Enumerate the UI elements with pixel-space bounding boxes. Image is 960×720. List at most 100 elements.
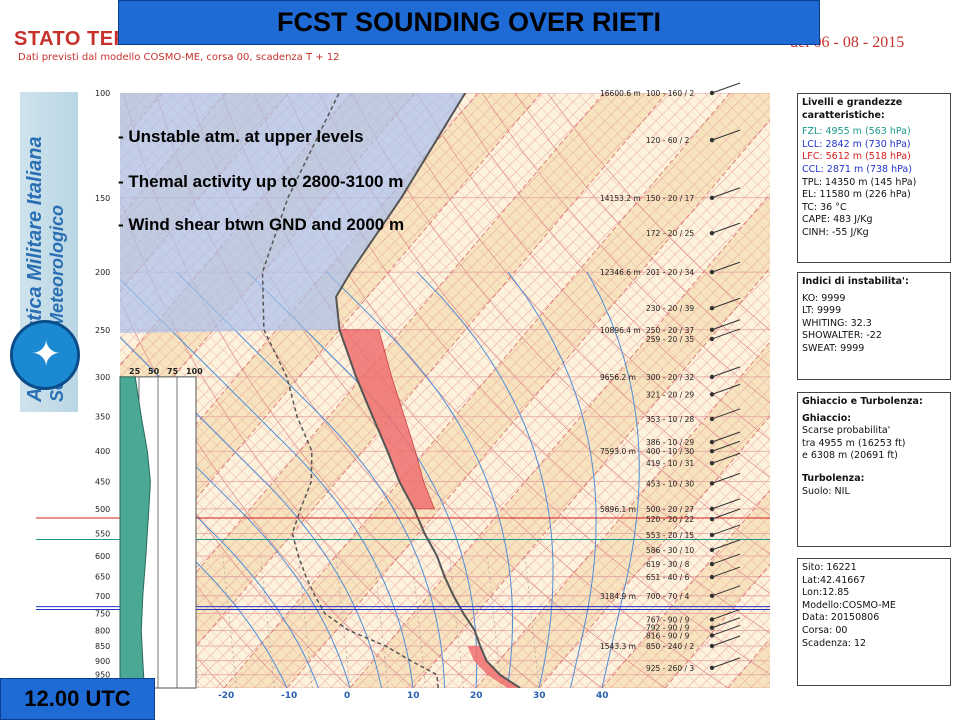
isotherm-line xyxy=(0,93,100,688)
dry-adiabat-line xyxy=(481,93,770,404)
wind-label: 230 - 20 / 39 xyxy=(646,304,694,313)
dry-adiabat-line xyxy=(547,93,770,331)
isotherm-line xyxy=(349,193,770,688)
title-banner: FCST SOUNDING OVER RIETI xyxy=(118,0,820,45)
moist-adiabat-line xyxy=(176,271,445,688)
wind-barb-staff xyxy=(711,297,741,309)
moist-adiabat-line xyxy=(120,439,319,688)
pressure-tick-label: 500 xyxy=(95,505,110,514)
humidity-scale-label: 75 xyxy=(167,367,179,376)
wind-barb-staff xyxy=(711,261,741,273)
moist-adiabat-line xyxy=(326,271,513,688)
pressure-tick-label: 850 xyxy=(95,642,110,651)
moist-adiabat-line xyxy=(586,271,640,688)
level-line: TPL: 14350 m (145 hPa) xyxy=(802,176,917,188)
turbulence-subtitle: Turbolenza: xyxy=(802,472,865,484)
mixing-ratio-line xyxy=(373,555,389,688)
wind-label: 586 - 30 / 10 xyxy=(646,546,694,555)
pressure-tick-label: 100 xyxy=(95,89,110,98)
wind-barb-staff xyxy=(711,440,741,452)
isotherm-line xyxy=(160,93,668,688)
wind-label: 500 - 20 / 27 xyxy=(646,505,694,514)
moist-adiabat-line xyxy=(507,271,597,688)
dry-adiabat-line xyxy=(383,93,770,516)
wind-barb-staff xyxy=(711,383,741,395)
moist-adiabat-line xyxy=(120,278,414,688)
wind-label: 400 - 10 / 30 xyxy=(646,447,694,456)
pressure-tick-label: 350 xyxy=(95,413,110,422)
site-line: Scadenza: 12 xyxy=(802,637,867,649)
pressure-tick-label: 800 xyxy=(95,626,110,635)
utc-badge: 12.00 UTC xyxy=(0,678,155,720)
level-line: CCL: 2871 m (738 hPa) xyxy=(802,163,912,175)
turbulence-lines: Suolo: NIL xyxy=(802,486,946,499)
wind-label: 250 - 20 / 37 xyxy=(646,326,694,335)
wind-barb-staff xyxy=(711,624,741,636)
pressure-tick-label: 400 xyxy=(95,447,110,456)
isotherm-line xyxy=(475,341,770,688)
wind-barb-staff xyxy=(711,408,741,420)
wind-label: 453 - 10 / 30 xyxy=(646,479,694,488)
isotherm-line xyxy=(412,267,770,688)
upper-air-region xyxy=(120,93,466,333)
wind-barb-staff xyxy=(711,498,741,510)
site-panel: Sito: 16221 Lat:42.41667 Lon:12.85 Modello:… xyxy=(797,558,951,686)
mixing-ratio-line xyxy=(222,555,237,688)
humidity-scale-label: 50 xyxy=(148,367,160,376)
ice-subtitle: Ghiaccio: xyxy=(802,412,852,424)
index-line: WHITING: 32.3 xyxy=(802,317,872,329)
mixing-ratio-line xyxy=(449,555,464,688)
mixing-ratio-line xyxy=(487,555,502,688)
pressure-tick-label: 600 xyxy=(95,552,110,561)
ice-line: Scarse probabilita' xyxy=(802,425,891,437)
height-label: 10896.4 m xyxy=(600,326,641,335)
indices-lines: KO: 9999 LT: 9999 WHITING: 32.3 SHOWALTER: … xyxy=(802,293,946,356)
wind-label: 150 - 20 / 17 xyxy=(646,194,694,203)
index-line: SWEAT: 9999 xyxy=(802,342,865,354)
wind-barb-staff xyxy=(711,452,741,464)
pressure-tick-label: 650 xyxy=(95,573,110,582)
height-label: 14153.2 m xyxy=(600,194,641,203)
level-line: LCL: 2842 m (730 hPa) xyxy=(802,138,911,150)
wind-label: 925 - 260 / 3 xyxy=(646,664,694,673)
mixing-ratio-line xyxy=(298,555,313,688)
pressure-tick-label: 750 xyxy=(95,610,110,619)
ice-turbulence-panel: Ghiaccio e Turbolenza: Ghiaccio: Scarse … xyxy=(797,392,951,547)
dry-adiabat-line xyxy=(514,93,770,367)
wind-barb-staff xyxy=(711,508,741,520)
pressure-tick-label: 700 xyxy=(95,592,110,601)
site-line: Data: 20150806 xyxy=(802,612,880,624)
dry-adiabat-line xyxy=(120,389,351,688)
wind-barb-staff xyxy=(711,82,741,94)
dry-adiabat-line xyxy=(253,93,770,675)
height-label: 3184.9 m xyxy=(600,592,636,601)
height-label: 5896.1 m xyxy=(600,505,636,514)
height-label: 12346.6 m xyxy=(600,268,641,277)
levels-panel-title: Livelli e grandezze caratteristiche: xyxy=(802,97,903,121)
pressure-tick-label: 300 xyxy=(95,373,110,382)
dewpoint-profile-line xyxy=(261,93,439,688)
wind-barb-staff xyxy=(711,472,741,484)
wind-label: 553 - 20 / 15 xyxy=(646,531,694,540)
wind-label: 816 - 90 / 9 xyxy=(646,631,690,640)
isotherm-line xyxy=(601,489,770,688)
wind-label: 419 - 10 / 31 xyxy=(646,459,694,468)
dry-adiabat-line xyxy=(416,93,770,478)
pressure-tick-label: 950 xyxy=(95,671,110,680)
wind-barb-staff xyxy=(711,524,741,536)
wind-barb-staff xyxy=(711,608,741,620)
wind-label: 767 - 90 / 9 xyxy=(646,615,690,624)
dry-adiabat-line xyxy=(286,93,770,634)
site-line: Modello:COSMO-ME xyxy=(802,599,896,611)
wind-label: 792 - 90 / 9 xyxy=(646,624,690,633)
pressure-tick-label: 250 xyxy=(95,326,110,335)
wind-barb-staff xyxy=(711,617,741,629)
wind-label: 172 - 20 / 25 xyxy=(646,229,694,238)
levels-panel: Livelli e grandezze caratteristiche: FZL… xyxy=(797,93,951,263)
temperature-profile-line xyxy=(335,93,521,688)
isotherm-line xyxy=(664,563,770,688)
banner-title: FCST SOUNDING OVER RIETI xyxy=(276,7,662,37)
site-lines: Sito: 16221 Lat:42.41667 Lon:12.85 Modello:… xyxy=(802,562,946,650)
pressure-tick-label: 450 xyxy=(95,478,110,487)
temperature-tick-label: 20 xyxy=(470,691,483,701)
